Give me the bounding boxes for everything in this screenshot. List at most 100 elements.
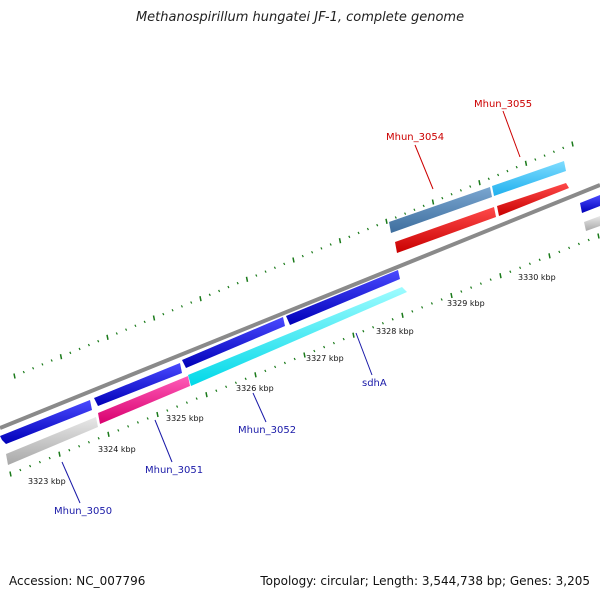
- gene-reverse-3050: [6, 417, 98, 465]
- tick-minor: [190, 301, 193, 304]
- tick-minor: [234, 381, 237, 385]
- tick-minor: [38, 460, 41, 464]
- tick-major: [152, 315, 156, 321]
- tick-major: [431, 199, 435, 205]
- tick-minor: [50, 359, 53, 362]
- tick-minor: [391, 318, 394, 321]
- tick-major: [107, 431, 110, 437]
- tick-minor: [534, 158, 537, 161]
- tick-minor: [497, 173, 500, 177]
- tick-major: [338, 238, 342, 244]
- tick-minor: [323, 345, 326, 349]
- tick-minor: [225, 385, 228, 389]
- tick-minor: [543, 154, 546, 157]
- tick-major: [499, 273, 502, 279]
- gene-reverse-3055: [497, 183, 569, 216]
- outer-tick-track: [13, 141, 574, 379]
- tick-label: 3325 kbp: [166, 414, 204, 423]
- tick-minor: [301, 254, 304, 258]
- tick-minor: [381, 321, 384, 325]
- tick-minor: [311, 250, 314, 254]
- tick-major: [548, 253, 551, 259]
- tick-major: [571, 141, 574, 147]
- tick-major: [9, 471, 12, 477]
- tick-minor: [87, 440, 90, 444]
- tick-label: 3328 kbp: [376, 327, 414, 336]
- gene-forward-edge: [580, 195, 600, 213]
- tick-minor: [440, 298, 443, 301]
- tick-minor: [171, 308, 174, 312]
- tick-minor: [136, 421, 139, 424]
- tick-minor: [562, 146, 565, 150]
- label-text: Mhun_3050: [54, 506, 112, 517]
- tick-minor: [41, 363, 44, 366]
- tick-major: [254, 372, 257, 378]
- tick-minor: [342, 337, 345, 341]
- tick-minor: [29, 464, 32, 468]
- tick-major: [478, 180, 481, 186]
- genome-title: Methanospirillum hungatei JF-1, complete…: [135, 10, 465, 25]
- tick-major: [205, 392, 208, 398]
- tick-minor: [244, 377, 247, 381]
- tick-minor: [185, 401, 188, 404]
- tick-major: [352, 332, 355, 338]
- tick-major: [58, 451, 61, 457]
- label-text: sdhA: [362, 378, 387, 389]
- tick-minor: [441, 196, 444, 200]
- tick-minor: [320, 247, 323, 250]
- tick-label: 3326 kbp: [236, 384, 274, 393]
- tick-minor: [470, 286, 473, 289]
- tick-major: [292, 257, 295, 263]
- genome-stats-text: Topology: circular; Length: 3,544,738 bp…: [260, 574, 590, 588]
- tick-minor: [176, 405, 179, 408]
- tick-minor: [236, 281, 239, 285]
- label-text: Mhun_3052: [238, 425, 296, 436]
- tick-minor: [329, 243, 332, 246]
- tick-label: 3323 kbp: [28, 477, 66, 486]
- label-Mhun_3050: Mhun_3050: [54, 461, 112, 517]
- tick-minor: [362, 329, 365, 333]
- label-Mhun_3052: Mhun_3052: [238, 392, 296, 436]
- tick-minor: [22, 370, 25, 374]
- tick-minor: [552, 150, 555, 154]
- inner-tick-track: [9, 233, 600, 477]
- tick-minor: [421, 306, 424, 309]
- tick-label: 3327 kbp: [306, 354, 344, 363]
- backbone: [0, 183, 600, 430]
- tick-minor: [125, 328, 128, 331]
- tick-minor: [215, 389, 218, 392]
- tick-minor: [558, 250, 561, 254]
- tick-minor: [568, 246, 571, 250]
- tick-major: [156, 411, 159, 418]
- tick-minor: [459, 189, 462, 192]
- tick-minor: [430, 302, 433, 305]
- tick-minor: [208, 293, 211, 297]
- label-text: Mhun_3051: [145, 465, 203, 476]
- label-sdhA: sdhA: [355, 332, 387, 389]
- tick-major: [106, 334, 109, 340]
- tick-major: [303, 352, 306, 358]
- gene-reverse-3054: [395, 207, 496, 253]
- tick-major: [450, 292, 453, 299]
- tick-minor: [357, 231, 360, 235]
- tick-minor: [348, 235, 351, 239]
- tick-minor: [506, 169, 509, 173]
- tick-minor: [293, 357, 296, 361]
- tick-minor: [274, 365, 277, 369]
- tick-minor: [519, 266, 522, 270]
- tick-minor: [538, 258, 541, 262]
- tick-major: [245, 276, 249, 282]
- tick-minor: [127, 425, 130, 428]
- label-Mhun_3054: Mhun_3054: [386, 132, 444, 190]
- tick-minor: [115, 332, 118, 335]
- gene-reverse-edge: [584, 216, 600, 231]
- tick-minor: [166, 409, 169, 412]
- tick-minor: [450, 192, 453, 196]
- tick-minor: [509, 270, 512, 273]
- tick-minor: [273, 266, 276, 270]
- tick-minor: [87, 343, 90, 347]
- tick-minor: [515, 165, 518, 169]
- tick-minor: [264, 369, 267, 373]
- tick-label: 3330 kbp: [518, 273, 556, 282]
